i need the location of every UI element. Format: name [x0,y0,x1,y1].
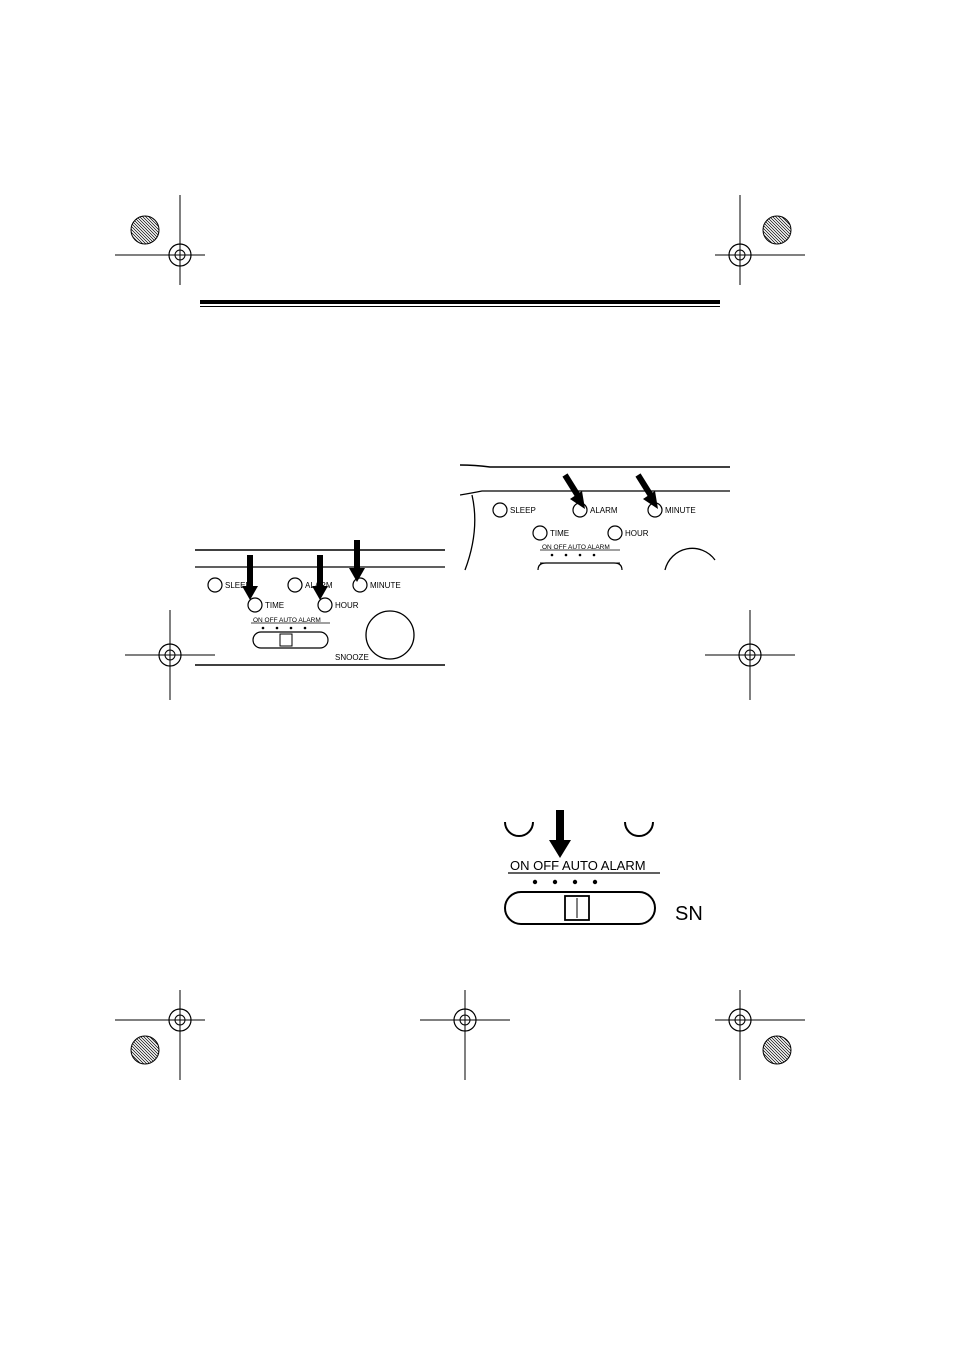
label-alarm: ALARM [590,506,618,515]
device-panel-right: SLEEP ALARM MINUTE TIME HOUR ON OFF AUTO… [460,455,730,580]
registration-mark [115,990,205,1080]
arrow-icon [638,475,658,509]
registration-mark [715,990,805,1080]
registration-mark [115,195,205,285]
label-time: TIME [265,601,284,610]
device-panel-left: SLEEP ALARM MINUTE TIME HOUR ON OFF AUTO… [195,540,445,675]
arrow-icon [549,810,571,858]
label-hour: HOUR [625,529,649,538]
label-sn: SN [675,903,703,925]
switch-closeup: ON OFF AUTO ALARM SN [460,810,740,940]
label-time: TIME [550,529,569,538]
label-sleep: SLEEP [510,506,536,515]
label-hour: HOUR [335,601,359,610]
label-switch: ON OFF AUTO ALARM [510,858,646,873]
arrow-icon [242,555,258,600]
section-divider [200,300,720,307]
arrow-icon [565,475,585,509]
registration-mark [715,195,805,285]
label-snooze: SNOOZE [335,653,369,662]
label-minute: MINUTE [665,506,696,515]
registration-mark [705,610,795,700]
label-minute: MINUTE [370,581,401,590]
arrow-icon [349,540,365,582]
arrow-icon [312,555,328,600]
registration-mark [420,990,510,1080]
